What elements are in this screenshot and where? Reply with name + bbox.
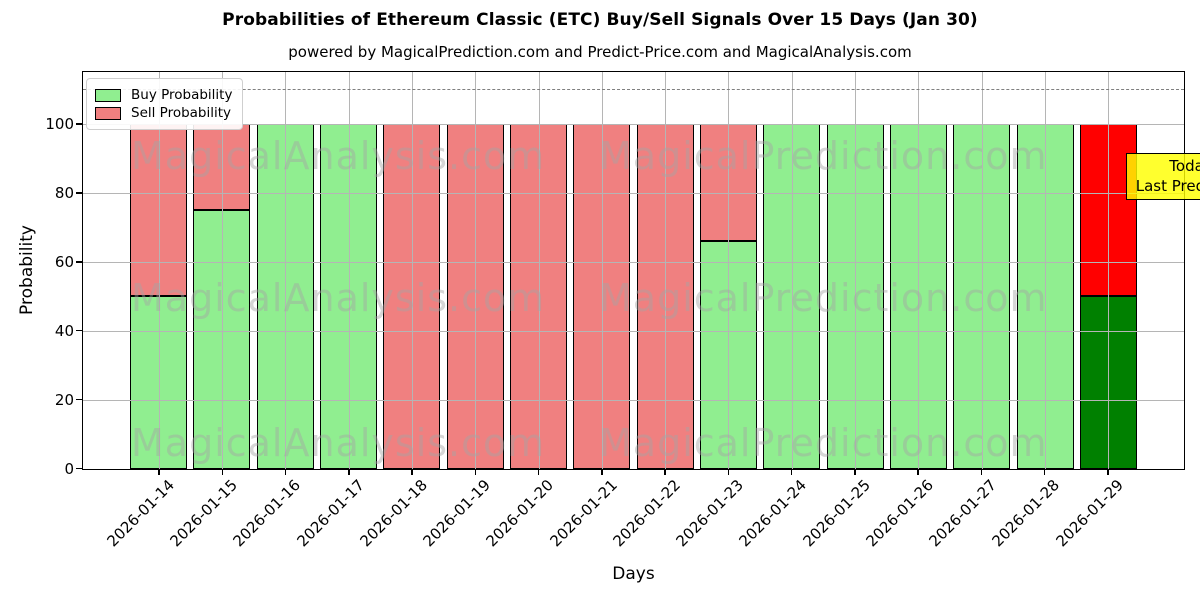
buy-probability-swatch: [95, 88, 121, 102]
x-tick: [221, 470, 224, 475]
x-tick: [664, 470, 666, 475]
x-tick: [854, 470, 856, 475]
x-tick-label: 2026-01-16: [229, 476, 305, 551]
y-tick: [76, 467, 82, 470]
y-tick: [76, 330, 82, 332]
legend-label-buy: Buy Probability: [131, 87, 233, 103]
watermark-text: MagicalPrediction.com: [599, 134, 1048, 178]
x-tick: [1043, 470, 1046, 475]
x-tick-label: 2026-01-14: [103, 476, 178, 551]
x-tick-label: 2026-01-19: [419, 476, 495, 551]
x-tick-label: 2026-01-21: [546, 476, 621, 551]
y-tick: [76, 398, 82, 401]
x-tick: [727, 470, 730, 475]
x-tick-label: 2026-01-17: [293, 476, 368, 551]
y-tick-label: 40: [54, 321, 74, 340]
x-tick: [1107, 470, 1109, 475]
x-tick-label: 2026-01-22: [609, 476, 684, 551]
x-tick: [790, 470, 793, 475]
x-tick-label: 2026-01-28: [988, 476, 1064, 551]
x-tick-label: 2026-01-20: [482, 476, 558, 551]
x-tick: [474, 470, 477, 475]
x-tick: [158, 470, 160, 475]
watermark-text: MagicalPrediction.com: [599, 276, 1048, 320]
x-tick: [348, 470, 350, 475]
today-annotation: Today Last Prediction: [1126, 153, 1200, 200]
y-tick-label: 0: [64, 459, 74, 478]
watermark-text: MagicalAnalysis.com: [131, 421, 546, 465]
legend: Buy Probability Sell Probability: [86, 78, 244, 130]
sell-probability-swatch: [95, 106, 121, 120]
y-tick-label: 100: [45, 115, 74, 134]
legend-item-sell: Sell Probability: [95, 105, 232, 121]
x-tick: [537, 470, 540, 475]
x-tick-label: 2026-01-25: [799, 476, 874, 551]
watermark-text: MagicalAnalysis.com: [131, 134, 546, 178]
x-tick-label: 2026-01-15: [166, 476, 242, 551]
x-tick-label: 2026-01-24: [735, 476, 811, 551]
y-tick-label: 60: [54, 252, 74, 271]
x-tick-label: 2026-01-18: [356, 476, 431, 551]
x-tick-label: 2026-01-29: [1052, 476, 1127, 551]
x-tick-label: 2026-01-23: [672, 476, 748, 551]
watermark-text: MagicalPrediction.com: [599, 421, 1048, 465]
legend-label-sell: Sell Probability: [131, 105, 232, 121]
y-tick: [76, 123, 82, 125]
x-tick: [411, 470, 413, 475]
today-annotation-line1: Today: [1169, 157, 1200, 175]
y-tick: [76, 192, 82, 194]
today-annotation-line2: Last Prediction: [1135, 177, 1200, 195]
x-tick: [601, 470, 603, 475]
x-tick-label: 2026-01-26: [862, 476, 937, 551]
y-tick-label: 80: [54, 184, 74, 203]
x-tick: [284, 470, 287, 475]
x-tick: [980, 470, 983, 475]
chart-title: Probabilities of Ethereum Classic (ETC) …: [222, 10, 978, 30]
x-tick-label: 2026-01-27: [925, 476, 1001, 551]
watermark-text: MagicalAnalysis.com: [131, 276, 546, 320]
watermark-layer: MagicalAnalysis.com MagicalPrediction.com…: [83, 72, 1184, 469]
x-axis-label: Days: [612, 564, 655, 584]
chart-subtitle: powered by MagicalPrediction.com and Pre…: [288, 43, 912, 61]
y-tick-label: 20: [54, 390, 74, 409]
plot-area: MagicalAnalysis.com MagicalPrediction.com…: [82, 71, 1200, 470]
legend-item-buy: Buy Probability: [95, 87, 232, 103]
y-tick: [76, 261, 82, 263]
x-tick: [917, 470, 919, 475]
dashed-guide-line: [83, 89, 1184, 91]
